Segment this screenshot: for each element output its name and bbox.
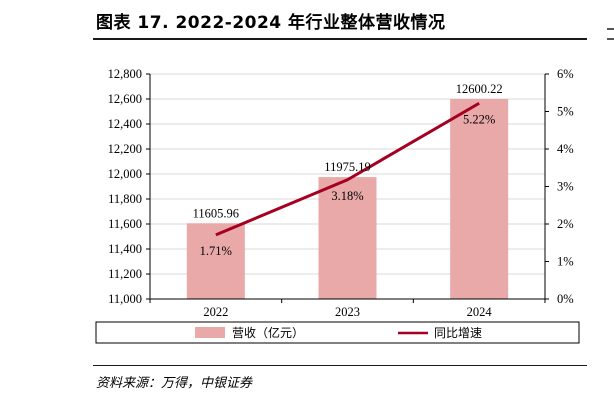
bars (186, 98, 509, 299)
bar-value-label: 12600.22 (456, 82, 503, 96)
x-axis-tick-label: 2023 (335, 305, 360, 319)
right-axis-tick-label: 3% (557, 180, 574, 194)
legend-label-revenue: 营收（亿元） (232, 325, 304, 340)
bar-2022 (186, 223, 245, 299)
bar-value-label: 11975.19 (324, 160, 370, 174)
bar-2024 (450, 98, 509, 299)
legend: 营收（亿元） 同比增速 (95, 321, 580, 344)
bar-2023 (318, 177, 377, 299)
growth-line (215, 101, 480, 237)
left-axis-tick-label: 11,600 (108, 217, 142, 231)
growth-line-layer (215, 101, 480, 237)
x-axis: 2022 2023 2024 (149, 298, 546, 319)
legend-box (95, 321, 580, 344)
source-note: 资料来源：万得，中银证券 (96, 376, 253, 391)
legend-label-growth: 同比增速 (434, 326, 482, 340)
chart-title: 图表 17. 2022-2024 年行业整体营收情况 (96, 13, 446, 33)
right-axis-tick-label: 2% (557, 217, 574, 231)
growth-value-label: 3.18% (331, 189, 363, 203)
right-axis: 0% 1% 2% 3% 4% 5% 6% (544, 67, 574, 306)
growth-value-label: 5.22% (463, 112, 495, 126)
right-axis-tick-label: 0% (557, 292, 574, 306)
left-axis-tick-label: 12,600 (108, 92, 142, 106)
left-axis-tick-label: 11,000 (108, 292, 142, 306)
edge-mark (607, 28, 614, 40)
x-axis-tick-label: 2024 (467, 305, 493, 319)
left-axis-tick-label: 12,200 (108, 142, 142, 156)
left-axis-tick-label: 12,800 (108, 67, 142, 81)
left-axis-tick-label: 11,200 (108, 267, 142, 281)
left-axis-tick-label: 11,400 (108, 242, 142, 256)
title-rule (93, 38, 587, 40)
left-axis-tick-label: 12,000 (108, 167, 142, 181)
right-axis-tick-label: 4% (557, 142, 574, 156)
growth-value-label: 1.71% (200, 244, 232, 258)
bar-value-label: 11605.96 (193, 206, 239, 220)
left-axis-tick-label: 11,800 (108, 192, 142, 206)
left-axis: 11,000 11,200 11,400 11,600 11,800 12,000 12,2… (108, 67, 151, 306)
right-axis-tick-label: 5% (557, 105, 574, 119)
x-axis-tick-label: 2022 (203, 305, 228, 319)
legend-swatch-revenue (195, 327, 225, 338)
left-axis-tick-label: 12,400 (108, 117, 142, 131)
right-axis-tick-label: 6% (557, 67, 574, 81)
source-rule (93, 365, 587, 366)
data-labels: 11605.96 11975.19 12600.22 1.71% 3.18% 5.22% (193, 82, 503, 258)
right-axis-tick-label: 1% (557, 255, 574, 269)
